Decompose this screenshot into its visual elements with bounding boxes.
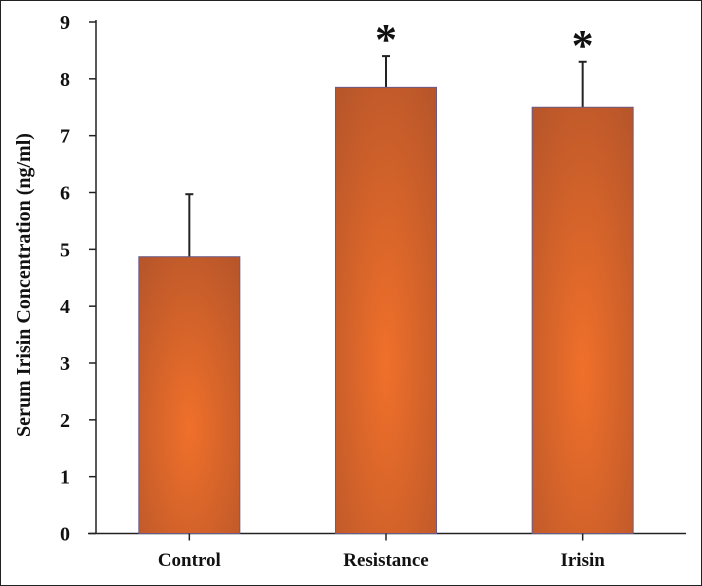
y-tick-label: 0 xyxy=(60,524,70,546)
y-tick-label: 8 xyxy=(60,69,70,91)
y-tick-label: 6 xyxy=(60,183,70,205)
y-tick-label: 2 xyxy=(60,410,70,432)
bar-irisin xyxy=(531,106,634,534)
y-tick-label: 4 xyxy=(60,296,70,318)
bar-control xyxy=(138,256,241,534)
x-tick-label: Irisin xyxy=(560,550,605,571)
y-axis-label: Serum Irisin Concentration (ng/ml) xyxy=(13,133,35,437)
y-tick-label: 3 xyxy=(60,353,70,375)
y-tick-label: 9 xyxy=(60,12,70,34)
y-tick-label: 5 xyxy=(60,239,70,261)
significance-marker: * xyxy=(572,21,594,70)
bar-resistance xyxy=(335,86,437,534)
y-tick-label: 1 xyxy=(60,467,70,489)
x-tick-label: Resistance xyxy=(343,550,428,571)
significance-marker: * xyxy=(375,15,397,64)
x-tick-label: Control xyxy=(158,550,221,571)
y-tick-label: 7 xyxy=(60,126,70,148)
